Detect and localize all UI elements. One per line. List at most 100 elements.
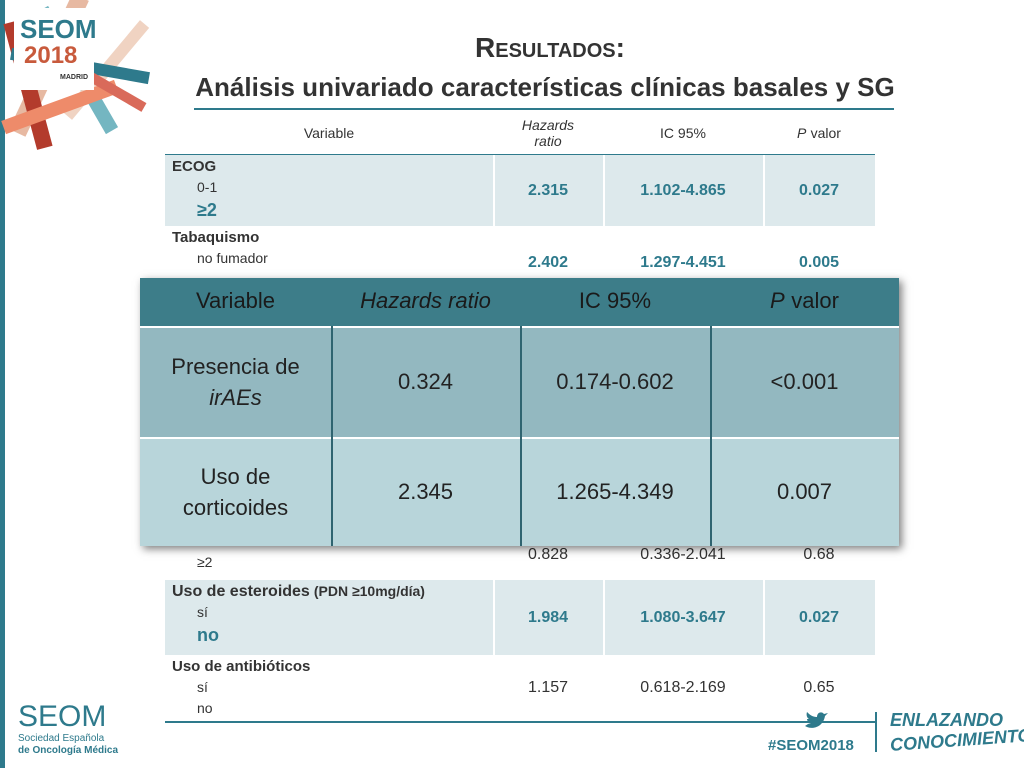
twitter-icon (805, 712, 828, 728)
footer-org-line1: Sociedad Española (18, 733, 105, 744)
header-text: Variable (303, 124, 355, 141)
header-text: Variable (195, 288, 276, 313)
overlay-value: <0.001 (710, 326, 899, 437)
variable-italic: irAEs (209, 384, 262, 410)
header-cell: Hazards ratio (493, 110, 603, 155)
cell-divider (763, 580, 765, 655)
header-text: valor (810, 124, 841, 141)
value-text: 1.265-4.349 (556, 478, 674, 504)
header-cell: Variable (140, 278, 331, 324)
header-text: Hazards ratio (360, 288, 491, 313)
value-text: 1.157 (527, 679, 569, 696)
footer-divider (875, 712, 877, 752)
value-text: 1.102-4.865 (640, 181, 726, 199)
variable-text: ECOG (172, 158, 217, 175)
row-value: 0.336-2.041 (603, 530, 763, 580)
row-value: 1.297-4.451 (603, 226, 763, 300)
row-value: 2.315 (493, 155, 603, 226)
row-value: 1.102-4.865 (603, 155, 763, 226)
overlay-value: 0.007 (710, 437, 899, 546)
value-text: 1.984 (527, 608, 569, 626)
title-rule (194, 108, 894, 110)
header-cell: Hazards ratio (331, 278, 520, 324)
value-text: 0.007 (776, 478, 833, 504)
value-text: 0.618-2.169 (640, 679, 726, 696)
overlay-variable: Presencia de irAEs (140, 326, 331, 437)
row-value: 0.68 (763, 530, 875, 580)
header-prefix: P (770, 288, 785, 313)
table-row: Uso de esteroides (PDN ≥10mg/día) sí no 1.98… (165, 580, 875, 655)
overlay-value: 1.265-4.349 (520, 437, 710, 546)
row-level: no fumador (197, 250, 268, 266)
subtitle: Análisis univariado características clín… (195, 72, 895, 102)
variable-text: Presencia de (171, 353, 300, 379)
value-text: 0.174-0.602 (556, 368, 674, 394)
footer-org-line2: de Oncología Médica (18, 745, 119, 756)
header-text: valor (791, 288, 839, 313)
row-value: 0.005 (763, 226, 875, 300)
header-text: Hazards ratio (521, 116, 575, 149)
value-text: 0.027 (798, 608, 840, 626)
cell-divider (763, 155, 765, 226)
left-stripe (0, 0, 5, 768)
value-text: 1.297-4.451 (640, 254, 726, 271)
overlay-header-bg (140, 278, 899, 326)
cell-divider (603, 580, 605, 655)
row-level: no (197, 700, 213, 716)
overlay-divider (520, 326, 522, 546)
row-level: sí (197, 604, 208, 620)
row-level: sí (197, 679, 208, 695)
row-value: 0.027 (763, 580, 875, 655)
value-text: 1.080-3.647 (640, 608, 726, 626)
row-level: ≥2 (197, 554, 213, 570)
variable-text: Tabaquismo (172, 229, 260, 246)
header-text: IC 95% (660, 124, 706, 141)
header-text: IC 95% (578, 288, 652, 313)
table-row: Tabaquismo no fumador 2.402 1.297-4.451 0.00… (165, 226, 875, 300)
cell-divider (493, 580, 495, 655)
row-level: ≥2 (197, 200, 217, 220)
row-variable: ECOG (172, 158, 216, 175)
header-cell: Variable (165, 110, 493, 155)
logo-name: SEOM (20, 14, 97, 44)
value-text: <0.001 (770, 368, 839, 394)
title: Resultados: (475, 32, 625, 63)
footer-slogan-1: ENLAZANDO (890, 710, 1003, 730)
cell-divider (603, 155, 605, 226)
row-level: no (197, 625, 219, 645)
overlay-value: 2.345 (331, 437, 520, 546)
logo-year: 2018 (24, 42, 78, 69)
variable-text: Uso de esteroides (172, 583, 310, 600)
logo-city: MADRID (60, 74, 88, 81)
row-value: 0.618-2.169 (603, 655, 763, 721)
table-row: Uso de antibióticos sí no 1.157 0.618-2.169 0… (165, 655, 875, 721)
value-text: 2.345 (397, 478, 454, 504)
row-variable: Uso de antibióticos (172, 658, 310, 675)
row-value: 1.080-3.647 (603, 580, 763, 655)
logo-box: SEOM 2018 MADRID (14, 8, 97, 90)
value-text: 2.315 (527, 181, 569, 199)
overlay-row (140, 437, 899, 546)
value-text: 0.336-2.041 (640, 546, 726, 563)
row-value: 1.984 (493, 580, 603, 655)
table-row: ECOG 0-1 ≥2 2.315 1.102-4.865 0.027 (165, 155, 875, 226)
variable-text: Uso de antibióticos (172, 658, 311, 675)
table-bottom-rule (165, 721, 875, 723)
row-value: 2.402 (493, 226, 603, 300)
value-text: 2.402 (527, 254, 569, 271)
row-variable: Uso de esteroides (PDN ≥10mg/día) (172, 583, 425, 601)
overlay-value: 0.174-0.602 (520, 326, 710, 437)
header-cell: IC 95% (603, 110, 763, 155)
row-level: 0-1 (197, 179, 218, 195)
row-value: 1.157 (493, 655, 603, 721)
overlay-divider (710, 326, 712, 546)
value-text: 0.005 (798, 254, 840, 271)
variable-text: Uso de corticoides (182, 463, 289, 520)
value-text: 0.027 (798, 181, 840, 199)
overlay-divider (331, 326, 333, 546)
